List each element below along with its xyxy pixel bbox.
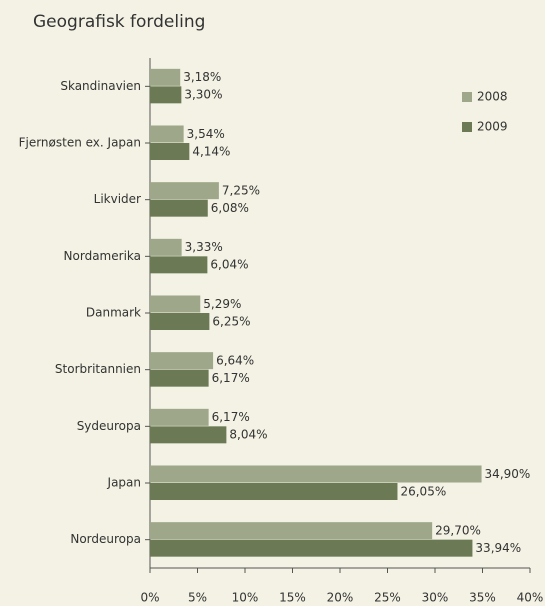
y-tick-label: Nordamerika	[64, 249, 141, 263]
bar	[150, 522, 433, 540]
bar	[150, 125, 184, 143]
bar	[150, 313, 210, 330]
value-label: 34,90%	[485, 467, 531, 481]
bar	[150, 68, 181, 86]
bar	[150, 256, 208, 274]
value-label: 26,05%	[400, 484, 446, 498]
x-tick-label: 15%	[279, 591, 306, 605]
y-tick-label: Likvider	[94, 192, 141, 206]
bar	[150, 238, 182, 256]
value-label: 5,29%	[203, 297, 241, 311]
y-tick-label: Skandinavien	[60, 79, 141, 93]
value-label: 6,08%	[211, 201, 249, 215]
value-label: 6,17%	[212, 371, 250, 385]
y-tick-label: Fjernøsten ex. Japan	[19, 136, 141, 150]
bar	[150, 352, 214, 370]
y-tick-label: Storbritannien	[55, 362, 141, 376]
value-label: 3,30%	[184, 88, 222, 102]
x-tick-label: 0%	[140, 591, 159, 605]
value-label: 3,18%	[183, 70, 221, 84]
bar	[150, 426, 227, 444]
x-tick-label: 35%	[469, 591, 496, 605]
chart-title: Geografisk fordeling	[33, 12, 205, 32]
bar	[150, 199, 208, 217]
legend-swatch	[462, 92, 472, 102]
bar	[150, 483, 398, 500]
x-tick-label: 25%	[374, 591, 401, 605]
x-tick-label: 40%	[517, 591, 544, 605]
value-label: 29,70%	[435, 523, 481, 537]
legend-label: 2009	[477, 120, 508, 134]
y-tick-label: Japan	[107, 476, 141, 490]
x-tick-label: 10%	[232, 591, 259, 605]
bar	[150, 86, 182, 104]
y-tick-label: Sydeuropa	[77, 419, 141, 433]
bar	[150, 539, 473, 557]
bar	[150, 408, 209, 426]
value-label: 3,33%	[185, 240, 223, 254]
legend-label: 2008	[477, 90, 508, 104]
value-label: 8,04%	[229, 428, 267, 442]
bar	[150, 182, 219, 200]
y-tick-label: Nordeuropa	[70, 532, 141, 546]
value-label: 33,94%	[475, 541, 521, 555]
bar	[150, 369, 209, 387]
y-tick-label: Danmark	[86, 306, 141, 320]
value-label: 6,64%	[216, 353, 254, 367]
value-label: 3,54%	[187, 127, 225, 141]
value-label: 6,17%	[212, 410, 250, 424]
bar	[150, 465, 482, 483]
value-label: 6,04%	[210, 258, 248, 272]
value-label: 7,25%	[222, 183, 260, 197]
x-tick-label: 30%	[422, 591, 449, 605]
value-label: 4,14%	[192, 144, 230, 158]
value-label: 6,25%	[212, 314, 250, 328]
x-tick-label: 5%	[188, 591, 207, 605]
bar	[150, 295, 201, 313]
x-tick-label: 20%	[327, 591, 354, 605]
bar	[150, 143, 190, 160]
legend-swatch	[462, 122, 472, 132]
